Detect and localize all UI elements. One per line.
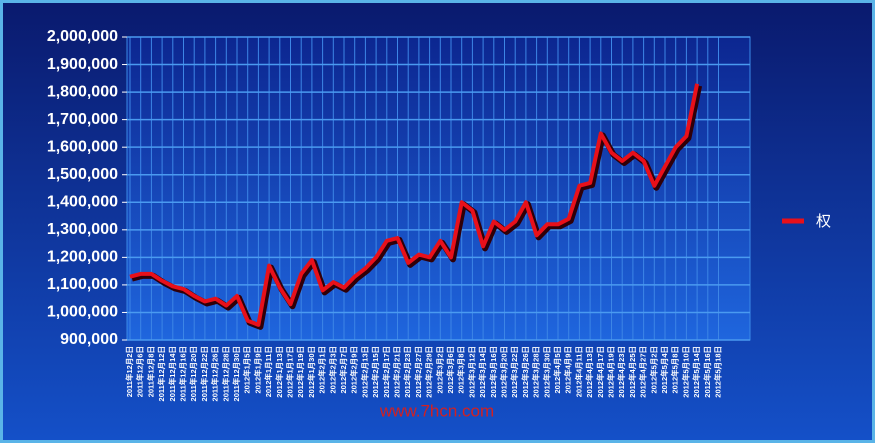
legend-label: 权: [816, 213, 831, 230]
x-tick-label: 2012年2月17日: [381, 346, 391, 398]
x-tick-label: 2012年5月14日: [691, 346, 701, 398]
series: [129, 83, 703, 330]
x-tick-label: 2012年4月17日: [595, 346, 605, 398]
y-tick-label: 1,700,000: [47, 111, 118, 128]
x-tick-label: 2012年2月13日: [359, 346, 369, 398]
x-tick-label: 2011年12月30日: [231, 346, 241, 401]
y-tick-label: 1,800,000: [47, 83, 118, 100]
x-tick-label: 2012年2月23日: [402, 346, 412, 398]
x-tick-label: 2012年5月4日: [659, 346, 669, 394]
x-tick-label: 2012年2月7日: [338, 346, 348, 394]
y-tick-label: 2,000,000: [47, 28, 118, 45]
line: [129, 83, 700, 327]
x-tick-label: 2012年4月27日: [638, 346, 648, 398]
x-tick-label: 2012年1月9日: [252, 346, 262, 394]
y-tick-label: 1,100,000: [47, 276, 118, 293]
x-tick-label: 2012年2月21日: [391, 346, 401, 398]
x-tick-label: 2011年12月8日: [145, 346, 155, 397]
x-tick-label: 2012年5月10日: [680, 346, 690, 398]
y-tick-label: 1,500,000: [47, 166, 118, 183]
x-tick-label: 2012年1月19日: [295, 346, 305, 398]
x-tick-label: 2011年12月16日: [177, 346, 187, 401]
x-tick-label: 2012年3月14日: [477, 346, 487, 398]
x-tick-label: 2012年3月30日: [541, 346, 551, 398]
x-tick-label: 2012年1月13日: [274, 346, 284, 398]
x-tick-label: 2012年2月3日: [327, 346, 337, 394]
x-tick-label: 2012年3月16日: [488, 346, 498, 398]
x-tick-label: 2012年2月29日: [424, 346, 434, 398]
y-tick-label: 1,000,000: [47, 304, 118, 321]
y-tick-label: 1,200,000: [47, 249, 118, 266]
x-tick-label: 2012年4月5日: [552, 346, 562, 394]
x-tick-label: 2011年12月20日: [188, 346, 198, 401]
x-tick-label: 2012年4月19日: [605, 346, 615, 398]
x-tick-label: 2011年12月2日: [124, 346, 134, 397]
x-tick-label: 2012年3月26日: [520, 346, 530, 398]
y-tick-label: 1,400,000: [47, 193, 118, 210]
x-tick-label: 2011年12月22日: [199, 346, 209, 401]
x-tick-label: 2012年1月11日: [263, 346, 273, 397]
x-tick-label: 2012年5月2日: [648, 346, 658, 394]
x-tick-label: 2011年12月14日: [167, 346, 177, 401]
x-tick-label: 2012年4月9日: [563, 346, 573, 394]
x-tick-label: 2011年12月12日: [156, 346, 166, 401]
y-tick-label: 1,600,000: [47, 138, 118, 155]
x-tick-label: 2012年2月27日: [413, 346, 423, 398]
x-tick-label: 2011年12月6日: [135, 346, 145, 397]
x-tick-label: 2012年2月9日: [349, 346, 359, 394]
x-tick-label: 2012年3月20日: [498, 346, 508, 398]
x-tick-label: 2012年1月17日: [284, 346, 294, 398]
x-tick-label: 2012年5月16日: [702, 346, 712, 398]
x-tick-label: 2012年3月6日: [445, 346, 455, 394]
x-tick-label: 2012年4月11日: [573, 346, 583, 397]
x-tick-label: 2012年2月15日: [370, 346, 380, 398]
x-tick-label: 2012年4月23日: [616, 346, 626, 398]
y-tick-label: 1,900,000: [47, 56, 118, 73]
x-tick-label: 2012年5月8日: [670, 346, 680, 394]
x-tick-label: 2012年4月25日: [627, 346, 637, 398]
y-tick-label: 1,300,000: [47, 221, 118, 238]
x-tick-label: 2012年1月30日: [306, 346, 316, 398]
grid: [122, 36, 750, 341]
x-tick-label: 2012年2月1日: [317, 346, 327, 394]
x-tick-label: 2012年3月2日: [434, 346, 444, 394]
x-tick-label: 2012年5月18日: [712, 346, 722, 398]
y-tick-label: 900,000: [60, 331, 118, 348]
x-tick-label: 2012年3月8日: [456, 346, 466, 394]
x-tick-label: 2012年4月13日: [584, 346, 594, 398]
x-tick-label: 2012年3月28日: [531, 346, 541, 398]
plot-area: [126, 36, 751, 341]
x-tick-label: 2012年1月5日: [242, 346, 252, 394]
x-tick-label: 2011年12月26日: [210, 346, 220, 401]
x-tick-label: 2012年3月22日: [509, 346, 519, 398]
watermark: www.7hcn.com: [379, 401, 494, 420]
x-tick-label: 2011年12月28日: [220, 346, 230, 401]
x-tick-label: 2012年3月12日: [466, 346, 476, 398]
